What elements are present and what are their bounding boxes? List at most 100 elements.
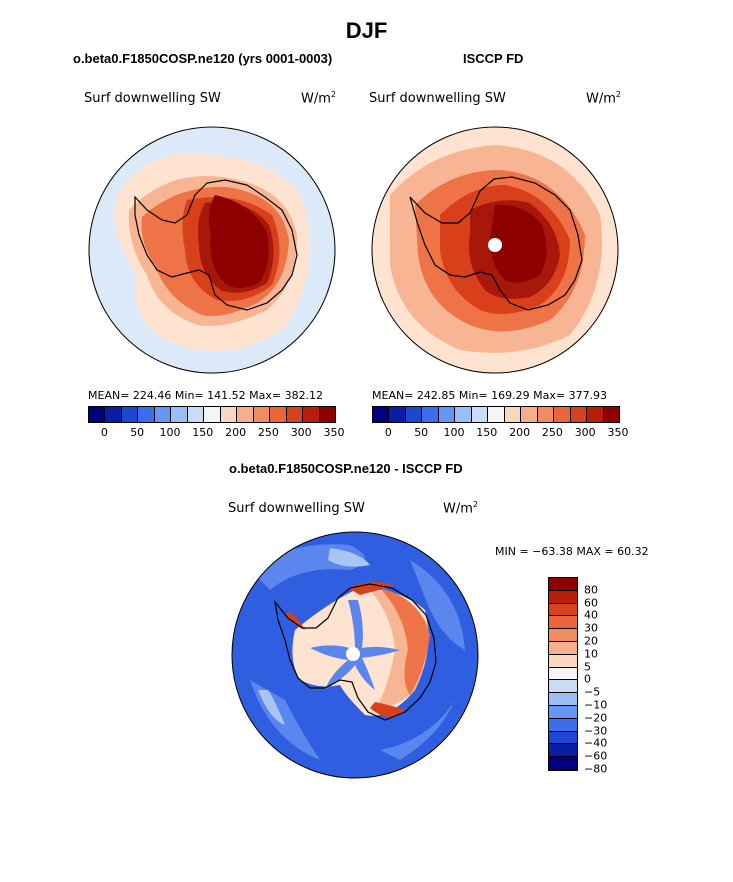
panel-3-stats: MIN = −63.38 MAX = 60.32 [495,545,649,558]
coastline [134,179,298,311]
colorbar-tick-label: 10 [584,647,598,661]
colorbar-swatch [549,693,577,706]
colorbar-tick-label: 60 [584,596,598,610]
colorbar-swatch [154,407,172,422]
colorbar-tick-label: −80 [584,762,608,776]
colorbar-tick-label: 200 [509,426,531,439]
colorbar-swatch [603,407,620,422]
colorbar-tick-label: 20 [584,634,598,648]
colorbar-swatch [549,744,577,758]
panel-3-units: W/m2 [443,500,478,517]
colorbar-swatch [405,407,423,422]
panel-3-map [231,531,479,779]
panel-3-header: o.beta0.F1850COSP.ne120 - ISCCP FD [229,461,463,476]
colorbar-swatch [373,407,390,422]
colorbar-swatch [549,641,577,655]
panel-1-stats: MEAN= 224.46 Min= 141.52 Max= 382.12 [88,389,324,402]
panel-1-variable: Surf downwelling SW [84,91,221,106]
colorbar-tick-label: −5 [584,685,601,699]
colorbar-swatch [438,407,456,422]
polar-gap [346,647,360,661]
panel-3-colorbar [548,577,578,771]
colorbar-swatch [253,407,271,422]
colorbar-swatch [319,407,336,422]
colorbar-swatch [549,757,577,770]
colorbar-tick-label: 50 [130,426,145,439]
colorbar-tick-label: 40 [584,608,598,622]
maroon-core [208,195,269,288]
panel-1-colorbar [88,406,336,423]
colorbar-swatch [237,407,254,422]
orange-land [380,588,430,695]
colorbar-swatch [303,407,320,422]
colorbar-swatch [171,407,188,422]
colorbar-swatch [286,407,304,422]
colorbar-swatch [549,718,577,732]
colorbar-tick-label: 300 [290,426,312,439]
colorbar-swatch [549,603,577,617]
colorbar-swatch [549,667,577,681]
colorbar-tick-label: −40 [584,736,608,750]
panel-2-map [371,126,619,374]
colorbar-tick-label: 50 [414,426,429,439]
colorbar-tick-label: 0 [384,426,392,439]
colorbar-swatch [422,407,439,422]
colorbar-swatch [220,407,238,422]
colorbar-tick-label: 150 [476,426,498,439]
colorbar-tick-label: 0 [100,426,108,439]
colorbar-swatch [455,407,472,422]
colorbar-swatch [270,407,287,422]
colorbar-swatch [389,407,406,422]
colorbar-tick-label: −10 [584,698,608,712]
panel-1-header: o.beta0.F1850COSP.ne120 (yrs 0001-0003) [73,51,333,66]
colorbar-tick-label: −30 [584,724,608,738]
colorbar-tick-label: −60 [584,749,608,763]
colorbar-swatch [488,407,505,422]
colorbar-tick-label: 350 [607,426,629,439]
coastline [274,583,437,721]
colorbar-swatch [549,705,577,719]
lightblue-patches [258,548,370,725]
colorbar-swatch [138,407,155,422]
colorbar-swatch [570,407,588,422]
colorbar-swatch [549,654,577,668]
colorbar-swatch [549,578,577,591]
colorbar-tick-label: −20 [584,711,608,725]
panel-2-units: W/m2 [586,90,621,107]
colorbar-tick-label: 5 [584,660,591,674]
colorbar-swatch [537,407,555,422]
colorbar-tick-label: 200 [225,426,247,439]
colorbar-tick-label: 100 [443,426,465,439]
colorbar-swatch [549,590,577,604]
colorbar-tick-label: 250 [257,426,279,439]
colorbar-tick-label: 300 [574,426,596,439]
panel-3-variable: Surf downwelling SW [228,501,365,516]
colorbar-tick-label: 30 [584,621,598,635]
midblue-patches [250,544,465,760]
colorbar-tick-label: 250 [541,426,563,439]
colorbar-swatch [549,616,577,630]
colorbar-swatch [89,407,106,422]
colorbar-tick-label: 100 [159,426,181,439]
colorbar-swatch [521,407,538,422]
colorbar-tick-label: 350 [323,426,345,439]
panel-1-map [88,126,336,374]
colorbar-swatch [504,407,522,422]
blue-interior [310,600,400,690]
colorbar-swatch [204,407,221,422]
colorbar-swatch [187,407,205,422]
panel-2-stats: MEAN= 242.85 Min= 169.29 Max= 377.93 [372,389,608,402]
page-title: DJF [345,18,388,43]
maroon-core [490,204,547,283]
colorbar-swatch [549,731,577,745]
colorbar-tick-label: 150 [192,426,214,439]
colorbar-swatch [105,407,122,422]
colorbar-swatch [121,407,139,422]
panel-2-header: ISCCP FD [463,51,524,66]
colorbar-swatch [549,680,577,694]
colorbar-tick-label: 80 [584,583,598,597]
colorbar-swatch [471,407,489,422]
panel-2-variable: Surf downwelling SW [369,91,506,106]
colorbar-tick-label: 0 [584,672,591,686]
panel-1-units: W/m2 [301,90,336,107]
